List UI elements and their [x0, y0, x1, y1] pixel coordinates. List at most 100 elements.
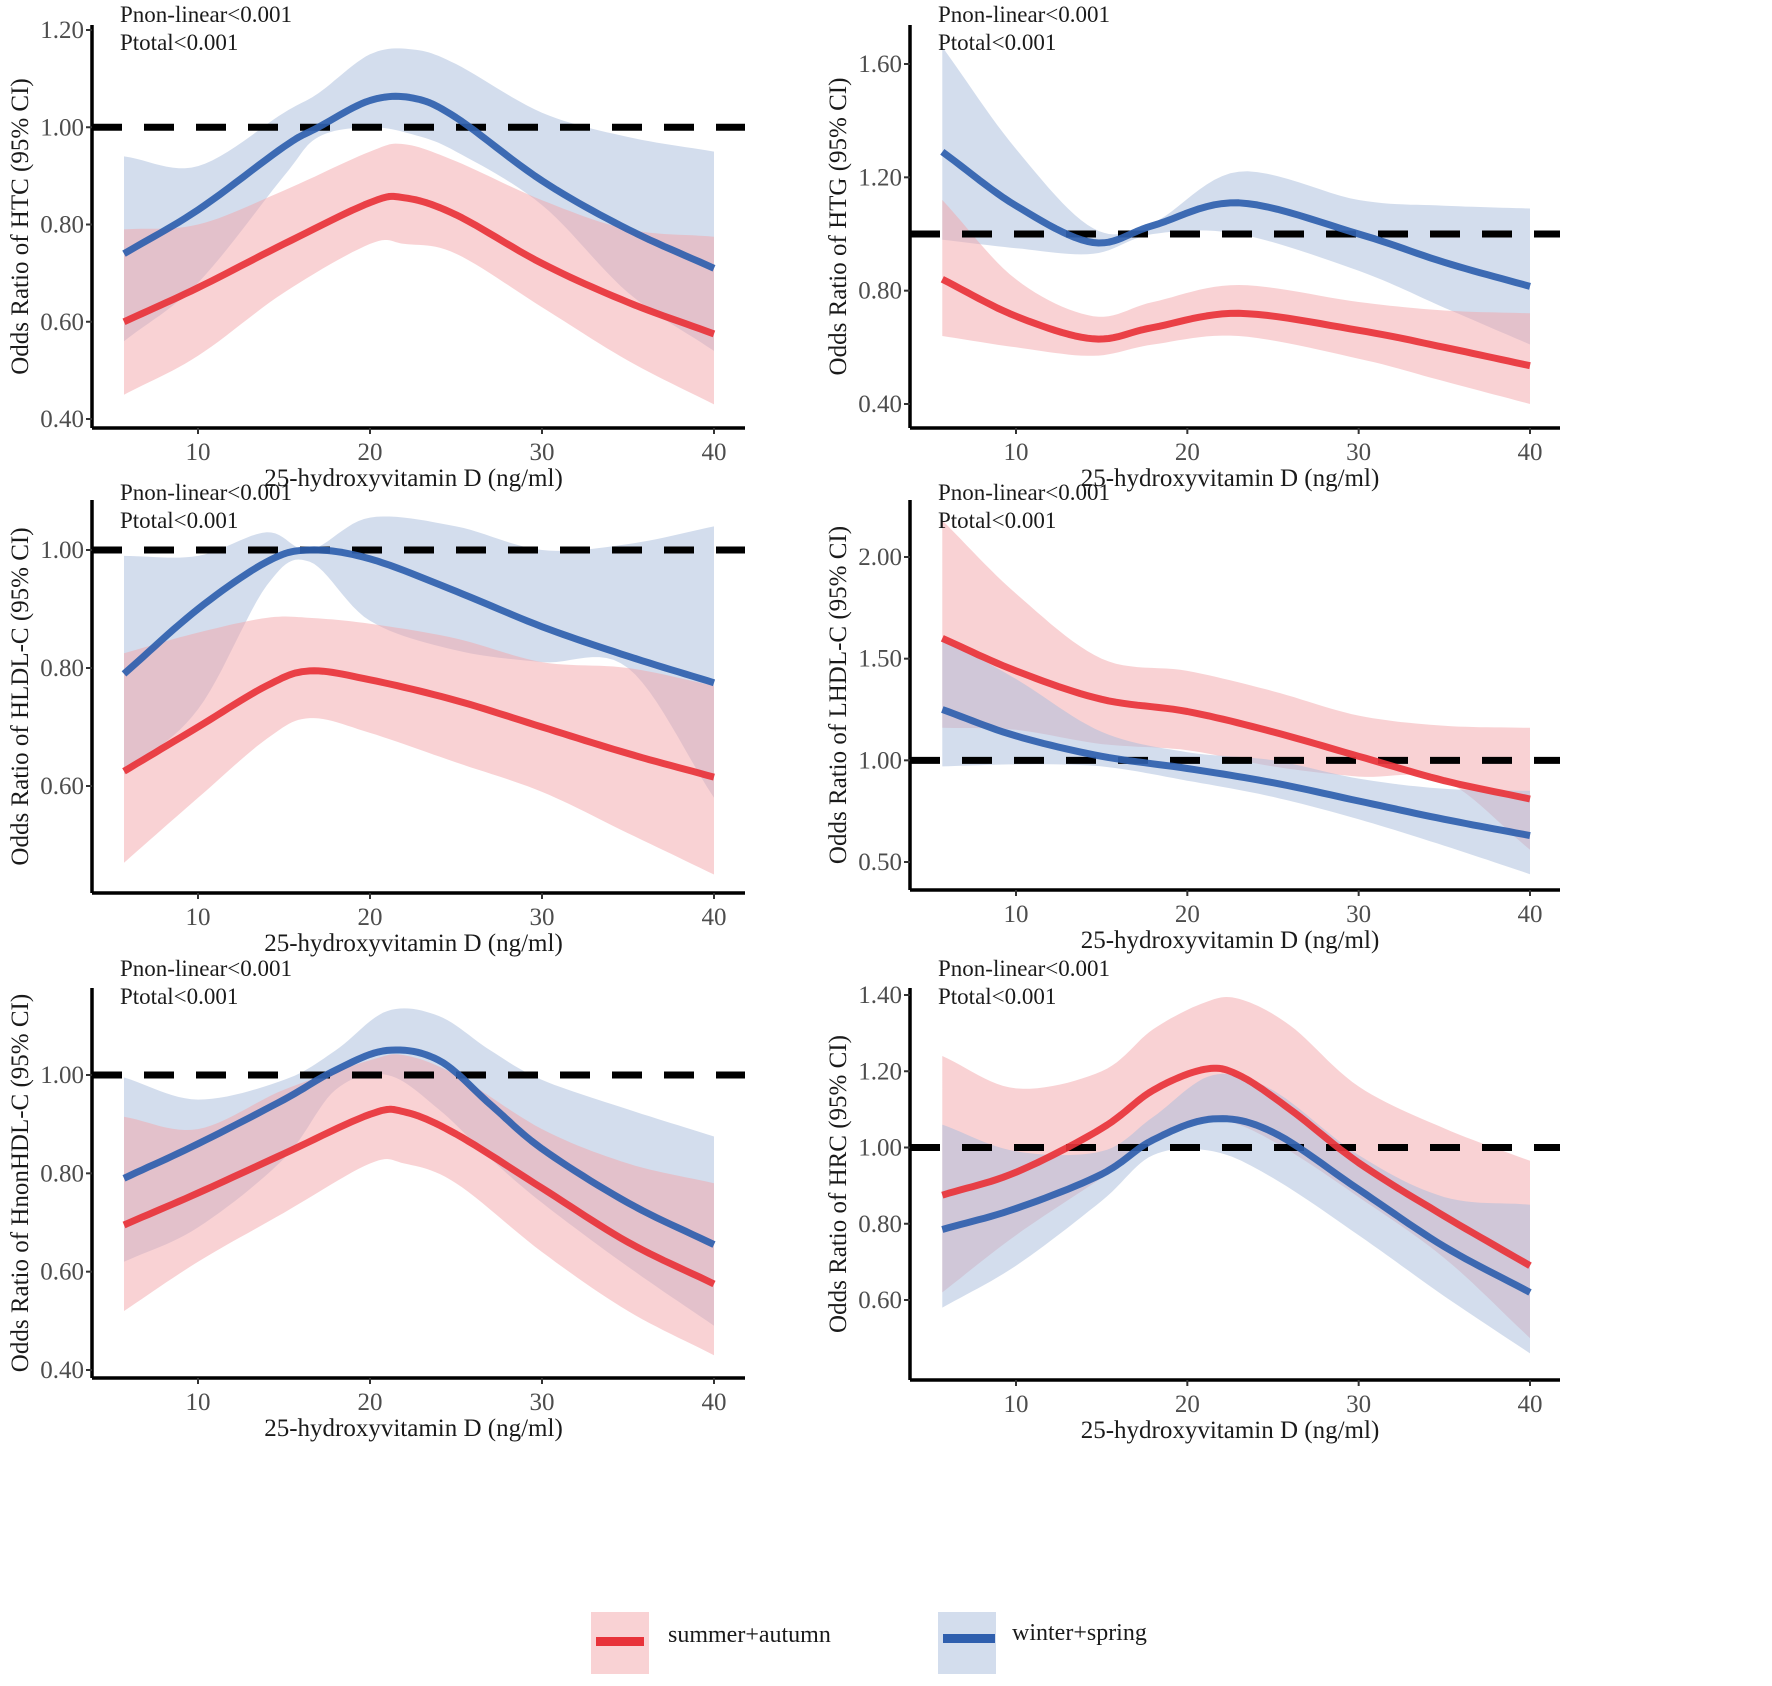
y-tick-label: 0.80	[858, 1211, 902, 1238]
legend-key-winter-spring-line	[943, 1634, 995, 1643]
p-total-annotation: Ptotal<0.001	[120, 508, 238, 533]
curve-summer_autumn	[122, 667, 715, 781]
p-nonlinear-annotation: Pnon-linear<0.001	[938, 480, 1110, 505]
p-nonlinear-annotation: Pnon-linear<0.001	[938, 956, 1110, 981]
x-tick-label: 10	[186, 439, 211, 466]
curve-summer_autumn	[122, 192, 716, 338]
y-tick-label: 0.80	[858, 278, 902, 305]
x-tick-label: 20	[1175, 439, 1200, 466]
p-total-annotation: Ptotal<0.001	[938, 508, 1056, 533]
y-axis-title: Odds Ratio of HTC (95% CI)	[7, 78, 34, 375]
panels: 10 20 30 40 0.40 0.60 0.80 1.00 1.20 25-hydroxyvi…	[7, 2, 1560, 1444]
y-tick-label: 2.00	[858, 544, 902, 571]
curve-summer_autumn	[940, 276, 1531, 370]
legend-label-summer-autumn: summer+autumn	[668, 1622, 831, 1648]
p-total-annotation: Ptotal<0.001	[938, 30, 1056, 55]
ci-band-winter_spring	[942, 1073, 1530, 1354]
curve-winter_spring	[121, 546, 716, 687]
x-tick-label: 30	[530, 439, 555, 466]
x-tick-label: 10	[186, 1389, 211, 1416]
p-nonlinear-annotation: Pnon-linear<0.001	[120, 956, 292, 981]
p-total-annotation: Ptotal<0.001	[120, 984, 238, 1009]
y-tick-label: 0.40	[40, 406, 84, 433]
y-tick-label: 1.00	[40, 1062, 84, 1089]
ci-band-summer_autumn	[942, 997, 1530, 1339]
x-axis-title: 25-hydroxyvitamin D (ng/ml)	[264, 465, 563, 492]
y-tick-label: 1.00	[40, 114, 84, 141]
legend-label-winter-spring: winter+spring	[1012, 1620, 1147, 1646]
x-tick-label: 40	[1518, 901, 1543, 928]
x-tick-label: 40	[702, 1389, 727, 1416]
y-tick-label: 1.00	[858, 747, 902, 774]
y-tick-label: 0.80	[40, 212, 84, 239]
x-tick-label: 10	[186, 904, 211, 931]
y-tick-label: 0.40	[858, 391, 902, 418]
y-tick-label: 0.60	[40, 773, 84, 800]
y-tick-label: 0.60	[858, 1287, 902, 1314]
panel-middle-right: 10 20 30 40 0.50 1.00 1.50 2.00 25-hydroxyvitami…	[825, 480, 1560, 954]
curve-summer_autumn	[122, 1105, 716, 1288]
y-tick-label: 1.00	[40, 537, 84, 564]
y-axis-title: Odds Ratio of HTG (95% CI)	[825, 78, 852, 376]
curve-winter_spring	[941, 1115, 1532, 1296]
x-tick-label: 20	[358, 439, 383, 466]
ci-band-winter_spring	[942, 638, 1530, 875]
x-tick-label: 20	[358, 904, 383, 931]
curve-winter_spring	[941, 706, 1531, 840]
x-tick-label: 10	[1004, 439, 1029, 466]
y-tick-label: 1.20	[40, 17, 84, 44]
curve-winter_spring	[122, 1046, 716, 1248]
legend-key-summer-autumn-line	[596, 1637, 644, 1646]
p-nonlinear-annotation: Pnon-linear<0.001	[120, 2, 292, 27]
y-tick-label: 0.80	[40, 655, 84, 682]
y-tick-label: 0.60	[40, 309, 84, 336]
x-tick-label: 40	[1518, 439, 1543, 466]
y-tick-label: 1.20	[858, 164, 902, 191]
panel-bottom-left: 10 20 30 40 0.40 0.60 0.80 1.00 25-hydroxyvitami…	[7, 956, 745, 1442]
x-tick-label: 10	[1004, 901, 1029, 928]
x-axis-title: 25-hydroxyvitamin D (ng/ml)	[1081, 465, 1380, 492]
y-tick-label: 1.00	[858, 1135, 902, 1162]
y-tick-label: 1.40	[858, 982, 902, 1009]
y-tick-label: 1.20	[858, 1058, 902, 1085]
x-tick-label: 30	[1346, 1391, 1371, 1418]
curve-summer_autumn	[941, 1064, 1532, 1269]
ci-band-summer_autumn	[124, 1054, 714, 1356]
x-axis-title: 25-hydroxyvitamin D (ng/ml)	[264, 1415, 563, 1442]
x-tick-label: 20	[1175, 901, 1200, 928]
y-axis-title: Odds Ratio of HLDL-C (95% CI)	[7, 527, 34, 865]
x-tick-label: 40	[1518, 1391, 1543, 1418]
panel-top-right: 10 20 30 40 0.40 0.80 1.20 1.60 25-hydroxyvitami…	[825, 2, 1560, 492]
x-axis-title: 25-hydroxyvitamin D (ng/ml)	[1081, 927, 1380, 954]
y-tick-label: 0.60	[40, 1259, 84, 1286]
p-total-annotation: Ptotal<0.001	[938, 984, 1056, 1009]
curve-winter_spring	[122, 92, 716, 272]
ci-band-summer_autumn	[124, 143, 714, 405]
p-nonlinear-annotation: Pnon-linear<0.001	[120, 480, 292, 505]
y-tick-label: 0.80	[40, 1160, 84, 1187]
x-tick-label: 40	[702, 439, 727, 466]
panel-middle-left: 10 20 30 40 0.60 0.80 1.00 25-hydroxyvitamin D …	[7, 480, 745, 957]
ci-band-winter_spring	[124, 1008, 714, 1326]
y-axis-title: Odds Ratio of LHDL-C (95% CI)	[825, 526, 852, 864]
panel-top-left: 10 20 30 40 0.40 0.60 0.80 1.00 1.20 25-hydroxyvi…	[7, 2, 745, 492]
ci-band-summer_autumn	[942, 200, 1530, 404]
ci-band-summer_autumn	[942, 520, 1530, 850]
x-tick-label: 20	[1175, 1391, 1200, 1418]
y-axis-title: Odds Ratio of HRC (95% CI)	[825, 1035, 852, 1333]
curve-summer_autumn	[940, 635, 1531, 803]
x-axis-title: 25-hydroxyvitamin D (ng/ml)	[264, 930, 563, 957]
y-tick-label: 0.40	[40, 1357, 84, 1384]
curve-winter_spring	[940, 148, 1531, 290]
y-tick-label: 1.50	[858, 646, 902, 673]
x-tick-label: 30	[530, 1389, 555, 1416]
p-total-annotation: Ptotal<0.001	[120, 30, 238, 55]
legend: summer+autumn winter+spring	[591, 1612, 1147, 1674]
x-tick-label: 30	[1346, 901, 1371, 928]
x-tick-label: 30	[530, 904, 555, 931]
x-tick-label: 40	[702, 904, 727, 931]
y-tick-label: 0.50	[858, 849, 902, 876]
y-tick-label: 1.60	[858, 51, 902, 78]
ci-band-winter_spring	[942, 47, 1530, 345]
